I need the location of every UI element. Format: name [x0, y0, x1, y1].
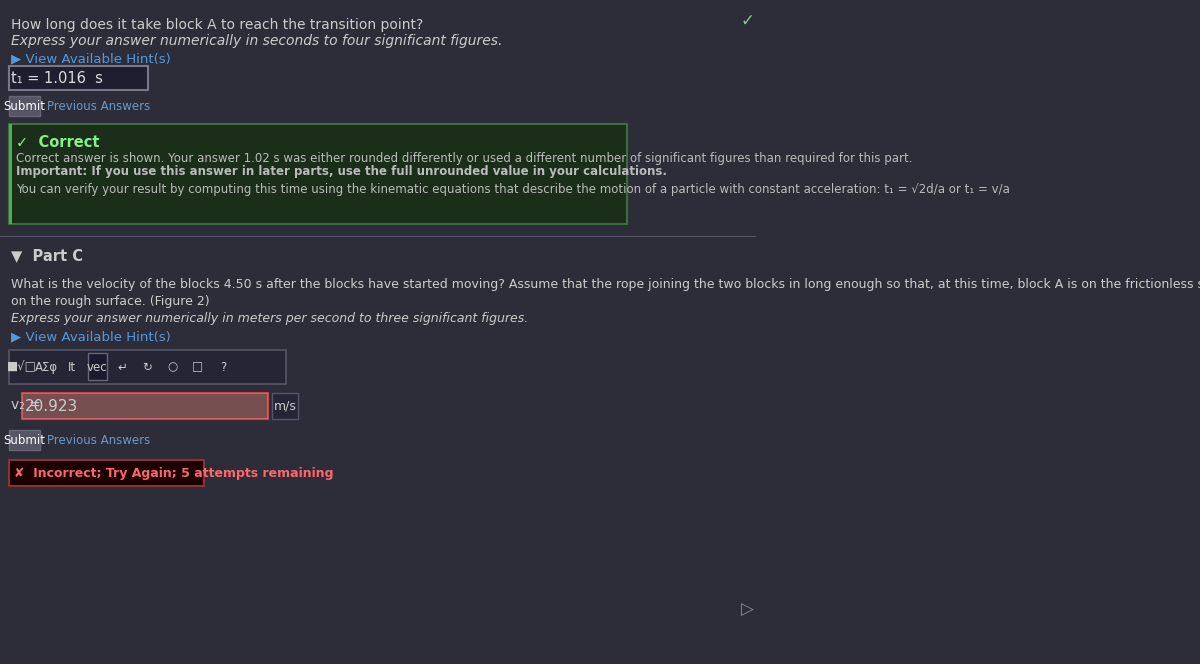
FancyBboxPatch shape	[8, 124, 12, 224]
FancyBboxPatch shape	[8, 96, 41, 116]
Text: Previous Answers: Previous Answers	[47, 100, 150, 112]
Text: ↻: ↻	[143, 361, 152, 373]
Text: Express your answer numerically in meters per second to three significant figure: Express your answer numerically in meter…	[11, 312, 528, 325]
Text: ↵: ↵	[118, 361, 127, 373]
Text: Previous Answers: Previous Answers	[47, 434, 150, 446]
Text: t₁ = 1.016  s: t₁ = 1.016 s	[11, 70, 103, 86]
Text: 20.923: 20.923	[25, 398, 78, 414]
FancyBboxPatch shape	[8, 460, 204, 486]
Text: ✓  Correct: ✓ Correct	[17, 135, 100, 150]
Text: ✓: ✓	[740, 12, 754, 30]
FancyBboxPatch shape	[8, 350, 286, 384]
Text: Submit: Submit	[4, 100, 46, 112]
Text: vec: vec	[86, 361, 107, 373]
Text: Important: If you use this answer in later parts, use the full unrounded value i: Important: If you use this answer in lat…	[17, 165, 667, 178]
FancyBboxPatch shape	[22, 393, 268, 419]
Text: ✘  Incorrect; Try Again; 5 attempts remaining: ✘ Incorrect; Try Again; 5 attempts remai…	[14, 467, 334, 479]
Text: Submit: Submit	[4, 434, 46, 446]
Text: AΣφ: AΣφ	[35, 361, 58, 373]
Text: ■√□: ■√□	[6, 361, 36, 373]
Text: □: □	[192, 361, 204, 373]
FancyBboxPatch shape	[89, 353, 107, 380]
FancyBboxPatch shape	[8, 430, 41, 450]
Text: ▼  Part C: ▼ Part C	[11, 248, 83, 263]
Text: How long does it take block A to reach the transition point?: How long does it take block A to reach t…	[11, 18, 424, 32]
Text: ○: ○	[168, 361, 178, 373]
Text: What is the velocity of the blocks 4.50 s after the blocks have started moving? : What is the velocity of the blocks 4.50 …	[11, 278, 1200, 291]
FancyBboxPatch shape	[272, 393, 298, 419]
FancyBboxPatch shape	[8, 124, 626, 224]
Text: ▶ View Available Hint(s): ▶ View Available Hint(s)	[11, 52, 172, 65]
FancyBboxPatch shape	[22, 393, 268, 419]
Text: on the rough surface. (Figure 2): on the rough surface. (Figure 2)	[11, 295, 210, 308]
Text: It: It	[67, 361, 76, 373]
Text: ▷: ▷	[740, 601, 754, 619]
Text: Correct answer is shown. Your answer 1.02 s was either rounded differently or us: Correct answer is shown. Your answer 1.0…	[17, 152, 913, 165]
FancyBboxPatch shape	[8, 66, 148, 90]
Text: v₂ =: v₂ =	[11, 398, 41, 412]
Text: ?: ?	[220, 361, 227, 373]
Text: m/s: m/s	[274, 400, 296, 412]
Text: You can verify your result by computing this time using the kinematic equations : You can verify your result by computing …	[17, 183, 1010, 196]
Text: Express your answer numerically in seconds to four significant figures.: Express your answer numerically in secon…	[11, 34, 503, 48]
Text: ▶ View Available Hint(s): ▶ View Available Hint(s)	[11, 330, 172, 343]
